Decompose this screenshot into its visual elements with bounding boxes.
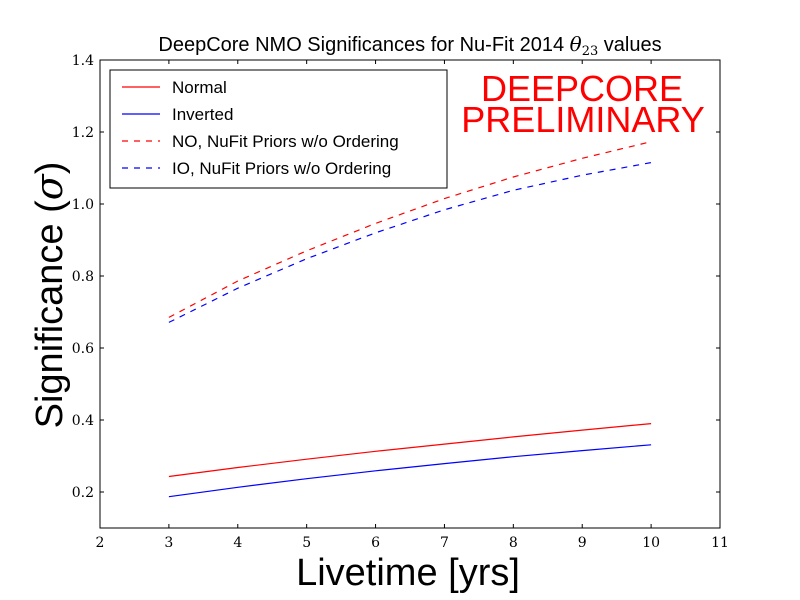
series-line-0	[168, 423, 652, 478]
legend-label-0: Normal	[172, 78, 227, 97]
x-tick-label: 3	[164, 535, 173, 551]
legend-label-3: IO, NuFit Priors w/o Ordering	[172, 159, 391, 178]
x-tick-label: 7	[440, 535, 449, 551]
plot-area	[99, 59, 721, 529]
legend: Normal Inverted NO, NuFit Priors w/o Order…	[109, 69, 448, 189]
series-line-2	[168, 141, 652, 318]
x-tick-label: 9	[578, 535, 587, 551]
y-tick-label: 1.0	[72, 197, 94, 213]
x-tick-label: 10	[642, 535, 660, 551]
x-tick-label: 5	[302, 535, 311, 551]
preliminary-annotation-line1: DEEPCORE	[481, 68, 683, 109]
y-tick-label: 0.6	[72, 341, 94, 357]
x-tick-label: 11	[711, 535, 729, 551]
chart-title: DeepCore NMO Significances for Nu-Fit 20…	[158, 32, 661, 59]
y-tick-label: 1.2	[72, 125, 94, 141]
x-tick-label: 4	[233, 535, 242, 551]
preliminary-annotation-line2: PRELIMINARY	[461, 99, 704, 140]
axis-ticks	[99, 59, 721, 528]
legend-label-1: Inverted	[172, 105, 233, 124]
x-tick-label: 2	[96, 535, 105, 551]
y-tick-label: 1.4	[72, 53, 94, 69]
x-axis-label: Livetime [yrs]	[296, 552, 520, 594]
y-axis-label: Significance (σ)	[27, 162, 71, 429]
series-line-3	[168, 162, 652, 323]
y-tick-label: 0.2	[72, 485, 94, 501]
x-tick-label: 8	[509, 535, 518, 551]
y-tick-label: 0.4	[72, 413, 94, 429]
axis-tick-labels: 2 3 4 5 6 7 8 9 10 11 0.2 0.4 0.6 0.8 1.0 1.2 1.4	[72, 53, 729, 551]
legend-box	[109, 69, 448, 189]
series-lines	[168, 141, 652, 498]
legend-label-2: NO, NuFit Priors w/o Ordering	[172, 132, 399, 151]
x-tick-label: 6	[371, 535, 380, 551]
series-line-1	[168, 444, 652, 498]
y-tick-label: 0.8	[72, 269, 94, 285]
